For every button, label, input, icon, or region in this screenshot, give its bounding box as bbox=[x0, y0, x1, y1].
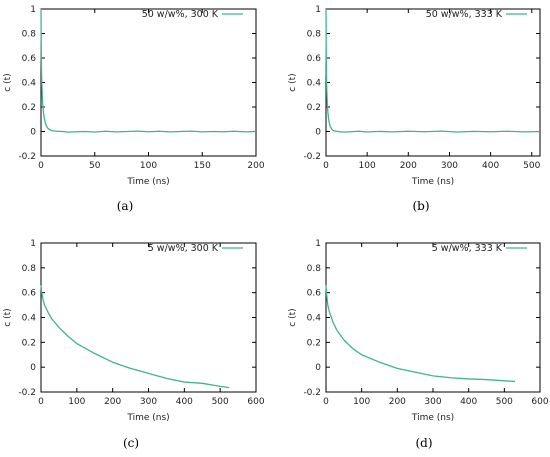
y-tick-label: 0.8 bbox=[307, 264, 322, 274]
x-tick-label: 100 bbox=[140, 161, 157, 171]
y-tick-label: 1 bbox=[30, 239, 36, 249]
x-tick-label: 200 bbox=[400, 161, 417, 171]
y-axis-label: c (t) bbox=[3, 308, 13, 326]
y-tick-label: 0.8 bbox=[22, 264, 37, 274]
y-axis-label: c (t) bbox=[288, 73, 298, 91]
y-tick-label: 0.4 bbox=[307, 79, 322, 89]
y-tick-label: 0.8 bbox=[22, 30, 37, 40]
x-tick-label: 200 bbox=[389, 397, 406, 407]
y-tick-label: 0.4 bbox=[22, 314, 37, 324]
x-tick-label: 100 bbox=[353, 397, 370, 407]
y-axis-label: c (t) bbox=[288, 308, 298, 326]
y-tick-label: 1 bbox=[315, 239, 321, 249]
chart-panel-2: -0.200.20.40.60.810 100 200 300 400 500 600Tim… bbox=[3, 239, 265, 450]
x-tick-label: 200 bbox=[247, 161, 264, 171]
y-tick-label: 0.6 bbox=[22, 289, 37, 299]
y-tick-label: 0.4 bbox=[307, 314, 322, 324]
y-tick-label: 0 bbox=[30, 128, 36, 138]
y-tick-label: 0.8 bbox=[307, 30, 322, 40]
x-tick-label: 300 bbox=[424, 397, 441, 407]
x-axis-label: Time (ns) bbox=[126, 177, 169, 187]
y-tick-label: 0 bbox=[315, 363, 321, 373]
x-tick-label: 400 bbox=[460, 397, 477, 407]
x-tick-label: 100 bbox=[359, 161, 376, 171]
x-tick-label: 50 bbox=[89, 161, 101, 171]
x-tick-label: 600 bbox=[531, 397, 548, 407]
x-tick-label: 0 bbox=[38, 397, 44, 407]
x-tick-label: 600 bbox=[247, 397, 264, 407]
x-tick-label: 300 bbox=[441, 161, 458, 171]
x-tick-label: 400 bbox=[176, 397, 193, 407]
series-line-0 bbox=[40, 8, 257, 133]
series-line-0 bbox=[325, 8, 541, 133]
y-tick-label: -0.2 bbox=[303, 388, 321, 398]
chart-panel-3: -0.200.20.40.60.810 100 200 300 400 500 600Tim… bbox=[288, 239, 549, 450]
x-tick-label: 500 bbox=[212, 397, 229, 407]
y-tick-label: 0.2 bbox=[307, 103, 321, 113]
plot-frame bbox=[40, 242, 257, 393]
series-line-0 bbox=[40, 285, 230, 389]
y-tick-label: 1 bbox=[315, 5, 321, 15]
plot-frame bbox=[325, 8, 541, 157]
x-tick-label: 100 bbox=[68, 397, 85, 407]
y-tick-label: 0.2 bbox=[22, 338, 36, 348]
y-tick-label: 0.2 bbox=[22, 103, 36, 113]
y-tick-label: 0.4 bbox=[22, 79, 37, 89]
panel-caption: (a) bbox=[117, 199, 134, 213]
y-tick-label: -0.2 bbox=[303, 152, 321, 162]
x-tick-label: 0 bbox=[38, 161, 44, 171]
y-tick-label: 0.2 bbox=[307, 338, 321, 348]
x-tick-label: 200 bbox=[104, 397, 121, 407]
y-tick-label: -0.2 bbox=[18, 388, 36, 398]
x-tick-label: 300 bbox=[140, 397, 157, 407]
x-tick-label: 500 bbox=[523, 161, 540, 171]
panel-caption: (d) bbox=[415, 436, 432, 450]
series-line-0 bbox=[325, 285, 516, 383]
y-tick-label: 0 bbox=[30, 363, 36, 373]
x-tick-label: 0 bbox=[323, 397, 329, 407]
legend-label: 50 w/w%, 333 K bbox=[426, 9, 503, 20]
y-tick-label: 1 bbox=[30, 5, 36, 15]
x-tick-label: 400 bbox=[482, 161, 499, 171]
x-tick-label: 500 bbox=[496, 397, 513, 407]
plot-frame bbox=[325, 242, 541, 393]
panel-caption: (c) bbox=[123, 436, 139, 450]
legend-label: 5 w/w%, 300 K bbox=[148, 243, 219, 254]
x-axis-label: Time (ns) bbox=[411, 413, 454, 423]
x-axis-label: Time (ns) bbox=[126, 413, 169, 423]
x-axis-label: Time (ns) bbox=[411, 177, 454, 187]
legend-label: 5 w/w%, 333 K bbox=[432, 243, 503, 254]
y-tick-label: 0.6 bbox=[307, 289, 322, 299]
x-tick-label: 150 bbox=[194, 161, 211, 171]
y-tick-label: 0.6 bbox=[22, 54, 37, 64]
x-tick-label: 0 bbox=[323, 161, 329, 171]
y-axis-label: c (t) bbox=[3, 73, 13, 91]
plot-frame bbox=[40, 8, 257, 157]
legend-label: 50 w/w%, 300 K bbox=[142, 9, 219, 20]
y-tick-label: -0.2 bbox=[18, 152, 36, 162]
y-tick-label: 0 bbox=[315, 128, 321, 138]
panel-caption: (b) bbox=[412, 199, 429, 213]
y-tick-label: 0.6 bbox=[307, 54, 322, 64]
